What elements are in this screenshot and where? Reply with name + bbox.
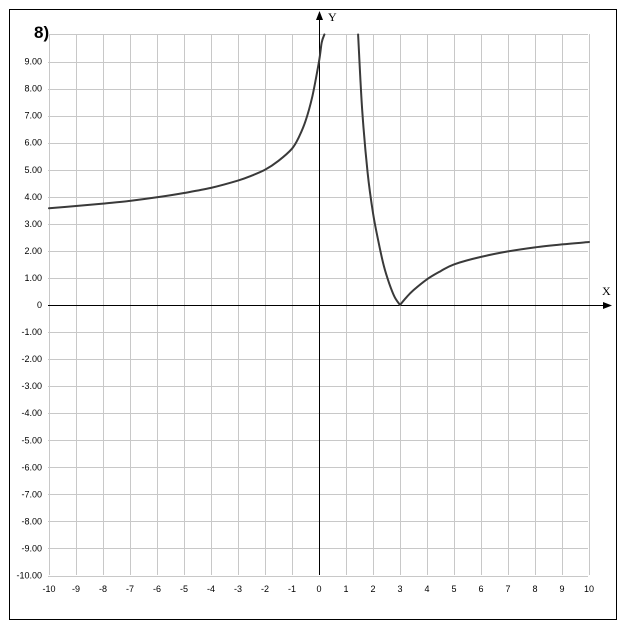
y-tick-label: 1.00 bbox=[24, 273, 42, 283]
x-axis-label: X bbox=[602, 284, 611, 298]
problem-label: 8) bbox=[34, 23, 49, 42]
x-tick-label: 10 bbox=[584, 584, 594, 594]
x-tick-label: 2 bbox=[370, 584, 375, 594]
y-tick-label: 2.00 bbox=[24, 246, 42, 256]
y-tick-label: 4.00 bbox=[24, 192, 42, 202]
y-tick-label: 9.00 bbox=[24, 57, 42, 67]
curve-segment-1 bbox=[48, 33, 326, 210]
y-tick-label: -2.00 bbox=[21, 354, 42, 364]
y-tick-label: 8.00 bbox=[24, 84, 42, 94]
axes bbox=[48, 11, 612, 575]
x-tick-label: 3 bbox=[397, 584, 402, 594]
y-tick-label: 3.00 bbox=[24, 219, 42, 229]
x-tick-label: 8 bbox=[532, 584, 537, 594]
y-tick-label: -9.00 bbox=[21, 543, 42, 553]
x-tick-label: 4 bbox=[424, 584, 429, 594]
x-tick-label: -4 bbox=[207, 584, 215, 594]
y-tick-label: -1.00 bbox=[21, 327, 42, 337]
x-tick-label: -2 bbox=[261, 584, 269, 594]
y-tick-label: -4.00 bbox=[21, 408, 42, 418]
curve-segment-3 bbox=[399, 241, 590, 306]
x-tick-label: -6 bbox=[153, 584, 161, 594]
x-tick-label: -5 bbox=[180, 584, 188, 594]
x-tick-label: -3 bbox=[234, 584, 242, 594]
y-tick-label: -8.00 bbox=[21, 516, 42, 526]
curves bbox=[48, 33, 590, 306]
x-tick-label: 5 bbox=[451, 584, 456, 594]
x-tick-label: 1 bbox=[343, 584, 348, 594]
y-tick-label: -7.00 bbox=[21, 489, 42, 499]
tick-labels: -10 -9 -8 -7 -6 -5 -4 -3 -2 -1 0 1 2 3 4 5 6 7 8 9 109.008.0… bbox=[16, 57, 594, 594]
x-tick-label: -1 bbox=[288, 584, 296, 594]
x-axis-arrow bbox=[603, 302, 612, 309]
curve-segment-2 bbox=[357, 33, 401, 306]
y-tick-label: 7.00 bbox=[24, 111, 42, 121]
x-tick-label: 9 bbox=[559, 584, 564, 594]
y-tick-label: -10.00 bbox=[16, 571, 42, 581]
y-tick-label: -5.00 bbox=[21, 435, 42, 445]
x-tick-label: -10 bbox=[42, 584, 55, 594]
y-tick-label: 5.00 bbox=[24, 165, 42, 175]
y-axis-arrow bbox=[316, 11, 323, 20]
outer-frame bbox=[9, 9, 617, 620]
y-tick-label: 0 bbox=[37, 300, 42, 310]
y-tick-label: -3.00 bbox=[21, 381, 42, 391]
x-tick-label: -7 bbox=[126, 584, 134, 594]
x-tick-label: -8 bbox=[99, 584, 107, 594]
x-tick-label: -9 bbox=[72, 584, 80, 594]
y-tick-label: 6.00 bbox=[24, 138, 42, 148]
x-tick-label: 6 bbox=[478, 584, 483, 594]
x-tick-label: 7 bbox=[505, 584, 510, 594]
y-tick-label: -6.00 bbox=[21, 462, 42, 472]
y-axis-label: Y bbox=[328, 10, 337, 24]
x-tick-label: 0 bbox=[316, 584, 321, 594]
